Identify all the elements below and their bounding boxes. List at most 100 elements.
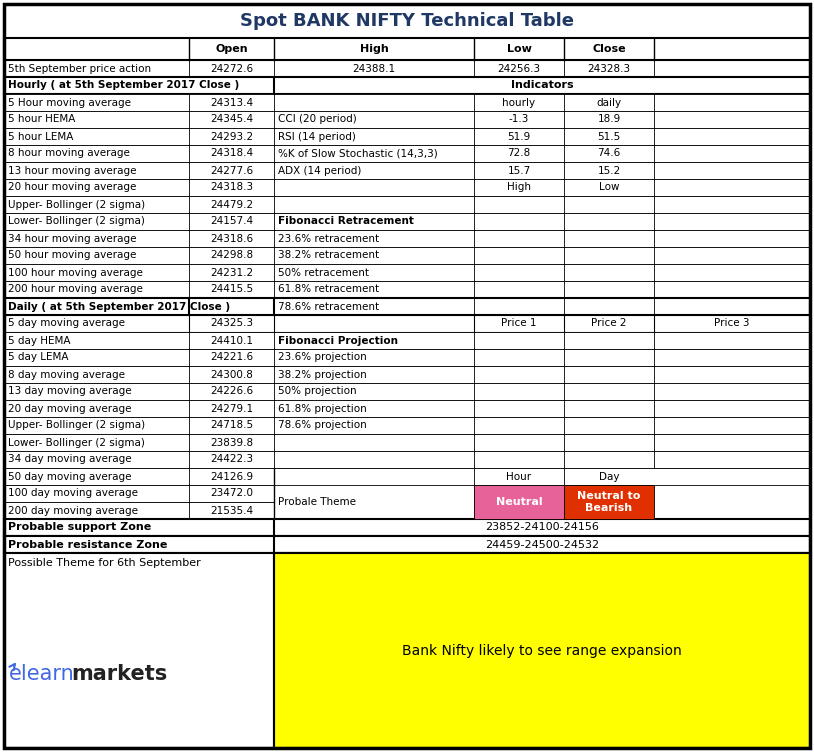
Text: 23.6% retracement: 23.6% retracement	[278, 234, 379, 244]
Text: 100 day moving average: 100 day moving average	[8, 489, 138, 499]
Text: Daily ( at 5th September 2017 Close ): Daily ( at 5th September 2017 Close )	[8, 302, 230, 311]
Text: 5 day moving average: 5 day moving average	[8, 319, 125, 329]
Text: 21535.4: 21535.4	[210, 505, 253, 516]
Text: 24313.4: 24313.4	[210, 98, 253, 108]
Bar	[274, 468, 810, 519]
Text: 24459-24500-24532: 24459-24500-24532	[485, 539, 599, 550]
Text: 23.6% projection: 23.6% projection	[278, 353, 367, 362]
Text: 5 day LEMA: 5 day LEMA	[8, 353, 68, 362]
Bar	[4, 247, 810, 264]
Text: 24388.1: 24388.1	[352, 63, 396, 74]
Bar	[4, 485, 274, 502]
Text: Upper- Bollinger (2 sigma): Upper- Bollinger (2 sigma)	[8, 420, 145, 430]
Text: Probable resistance Zone: Probable resistance Zone	[8, 539, 168, 550]
Bar	[4, 400, 810, 417]
Text: 8 day moving average: 8 day moving average	[8, 369, 125, 380]
Text: Low: Low	[599, 183, 619, 193]
Text: 38.2% retracement: 38.2% retracement	[278, 250, 379, 260]
Text: Hour: Hour	[506, 472, 532, 481]
Text: ADX (14 period): ADX (14 period)	[278, 165, 361, 175]
Text: 200 hour moving average: 200 hour moving average	[8, 284, 143, 295]
Bar	[4, 264, 810, 281]
Text: 50 day moving average: 50 day moving average	[8, 472, 132, 481]
Text: 24126.9: 24126.9	[210, 472, 253, 481]
Text: 5 Hour moving average: 5 Hour moving average	[8, 98, 131, 108]
Text: 24325.3: 24325.3	[210, 319, 253, 329]
Bar	[4, 383, 810, 400]
Text: 24272.6: 24272.6	[210, 63, 253, 74]
Text: 24415.5: 24415.5	[210, 284, 253, 295]
Bar	[4, 179, 810, 196]
Bar	[4, 519, 810, 536]
Text: elearn: elearn	[9, 664, 75, 684]
Bar	[4, 94, 810, 111]
Text: 24345.4: 24345.4	[210, 114, 253, 125]
Text: Probable support Zone: Probable support Zone	[8, 523, 151, 532]
Text: Upper- Bollinger (2 sigma): Upper- Bollinger (2 sigma)	[8, 199, 145, 210]
Text: 24221.6: 24221.6	[210, 353, 253, 362]
Text: 72.8: 72.8	[507, 148, 531, 159]
Bar	[274, 553, 810, 748]
Text: Hourly ( at 5th September 2017 Close ): Hourly ( at 5th September 2017 Close )	[8, 80, 239, 90]
Text: 24157.4: 24157.4	[210, 217, 253, 226]
Text: 51.9: 51.9	[507, 132, 531, 141]
Bar	[4, 60, 810, 77]
Text: 15.2: 15.2	[597, 165, 620, 175]
Text: Low: Low	[506, 44, 532, 54]
Bar	[4, 315, 810, 332]
Text: 13 day moving average: 13 day moving average	[8, 387, 132, 396]
Text: 100 hour moving average: 100 hour moving average	[8, 268, 143, 277]
Bar	[4, 366, 810, 383]
Text: Close: Close	[593, 44, 626, 54]
Text: 24318.3: 24318.3	[210, 183, 253, 193]
Text: 200 day moving average: 200 day moving average	[8, 505, 138, 516]
Text: 24328.3: 24328.3	[588, 63, 631, 74]
Bar	[4, 77, 810, 94]
Bar	[4, 4, 810, 38]
Text: daily: daily	[597, 98, 622, 108]
Bar	[4, 349, 810, 366]
Text: Fibonacci Projection: Fibonacci Projection	[278, 335, 398, 345]
Text: 5 hour LEMA: 5 hour LEMA	[8, 132, 73, 141]
Text: 51.5: 51.5	[597, 132, 620, 141]
Bar	[4, 502, 274, 519]
Text: 61.8% projection: 61.8% projection	[278, 404, 367, 414]
Bar	[4, 111, 810, 128]
Text: 50 hour moving average: 50 hour moving average	[8, 250, 137, 260]
Bar	[4, 451, 810, 468]
Text: 50% projection: 50% projection	[278, 387, 357, 396]
Text: 20 hour moving average: 20 hour moving average	[8, 183, 137, 193]
Text: Price 1: Price 1	[501, 319, 536, 329]
Text: Neutral: Neutral	[496, 497, 542, 507]
Bar	[4, 553, 810, 748]
Text: 24318.4: 24318.4	[210, 148, 253, 159]
Bar	[4, 230, 810, 247]
Text: Neutral to
Bearish: Neutral to Bearish	[577, 491, 641, 513]
Text: 24410.1: 24410.1	[210, 335, 253, 345]
Text: 24231.2: 24231.2	[210, 268, 253, 277]
Text: High: High	[360, 44, 388, 54]
Text: Bank Nifty likely to see range expansion: Bank Nifty likely to see range expansion	[402, 644, 682, 657]
Text: Possible Theme for 6th September: Possible Theme for 6th September	[8, 558, 201, 568]
Text: Probale Theme: Probale Theme	[278, 497, 356, 507]
Text: 24279.1: 24279.1	[210, 404, 253, 414]
Text: 13 hour moving average: 13 hour moving average	[8, 165, 137, 175]
Text: CCI (20 period): CCI (20 period)	[278, 114, 357, 125]
Bar	[4, 162, 810, 179]
Text: 78.6% retracement: 78.6% retracement	[278, 302, 379, 311]
Text: 15.7: 15.7	[507, 165, 531, 175]
Text: 24318.6: 24318.6	[210, 234, 253, 244]
Text: 78.6% projection: 78.6% projection	[278, 420, 367, 430]
Text: RSI (14 period): RSI (14 period)	[278, 132, 356, 141]
Text: Spot BANK NIFTY Technical Table: Spot BANK NIFTY Technical Table	[240, 12, 574, 30]
Bar	[4, 468, 274, 485]
Text: 20 day moving average: 20 day moving average	[8, 404, 132, 414]
Bar	[4, 298, 810, 315]
Bar	[4, 536, 810, 553]
Text: -1.3: -1.3	[509, 114, 529, 125]
Text: 8 hour moving average: 8 hour moving average	[8, 148, 130, 159]
Text: 24479.2: 24479.2	[210, 199, 253, 210]
Text: 5 day HEMA: 5 day HEMA	[8, 335, 71, 345]
Text: 23472.0: 23472.0	[210, 489, 253, 499]
Text: 5th September price action: 5th September price action	[8, 63, 151, 74]
